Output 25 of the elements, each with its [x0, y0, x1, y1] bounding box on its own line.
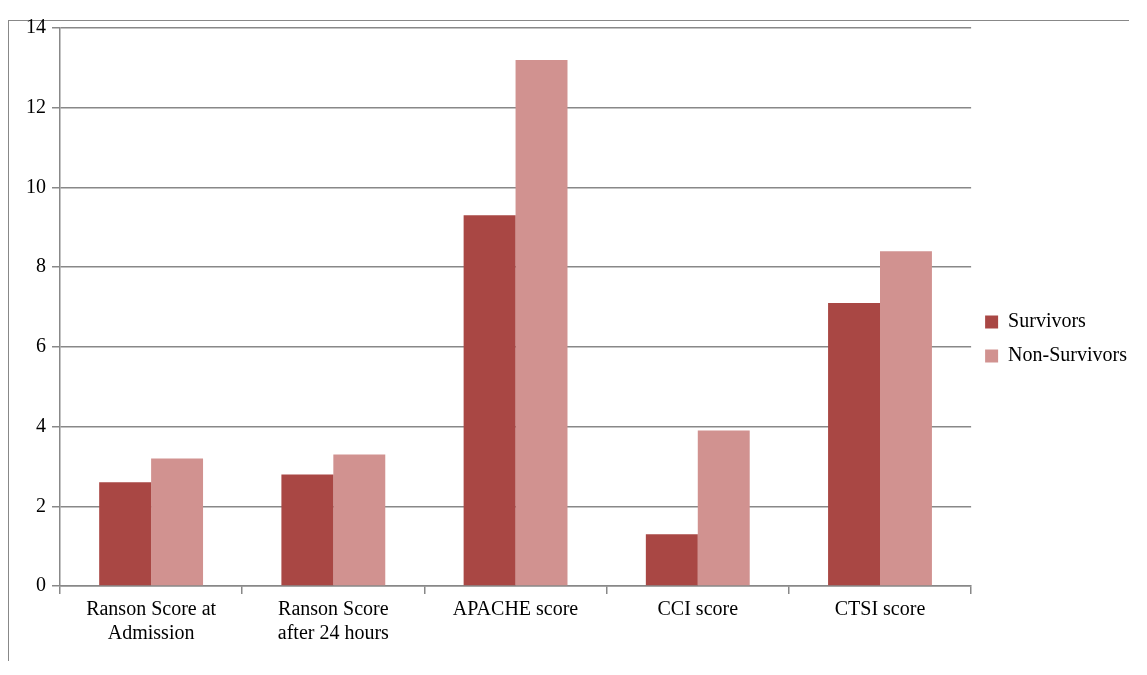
x-tick-label: Ranson Score at Admission	[86, 597, 217, 644]
bar	[880, 251, 932, 586]
bar	[697, 430, 750, 586]
bar	[333, 454, 386, 586]
legend-label: Survivors	[1008, 309, 1087, 332]
y-tick-label: 10	[26, 174, 46, 197]
bar	[645, 534, 698, 586]
bar	[515, 59, 568, 586]
y-tick-label: 8	[36, 254, 46, 277]
y-tick-label: 2	[36, 493, 46, 516]
x-tick-label: CTSI score	[834, 597, 926, 620]
x-tick-label: APACHE score	[452, 597, 579, 620]
y-tick-label: 14	[26, 15, 46, 38]
y-tick-label: 4	[36, 413, 46, 436]
bar	[281, 474, 334, 586]
x-tick-label: Ranson Score after 24 hours	[277, 597, 390, 644]
y-tick-label: 6	[36, 334, 46, 357]
bar	[99, 482, 152, 586]
bar	[463, 215, 516, 586]
x-tick-label: CCI score	[657, 597, 739, 620]
legend-label: Non-Survivors	[1008, 343, 1128, 366]
bar	[828, 303, 880, 586]
y-tick-label: 12	[26, 94, 46, 117]
y-tick-label: 0	[36, 573, 46, 596]
bar	[151, 458, 204, 586]
